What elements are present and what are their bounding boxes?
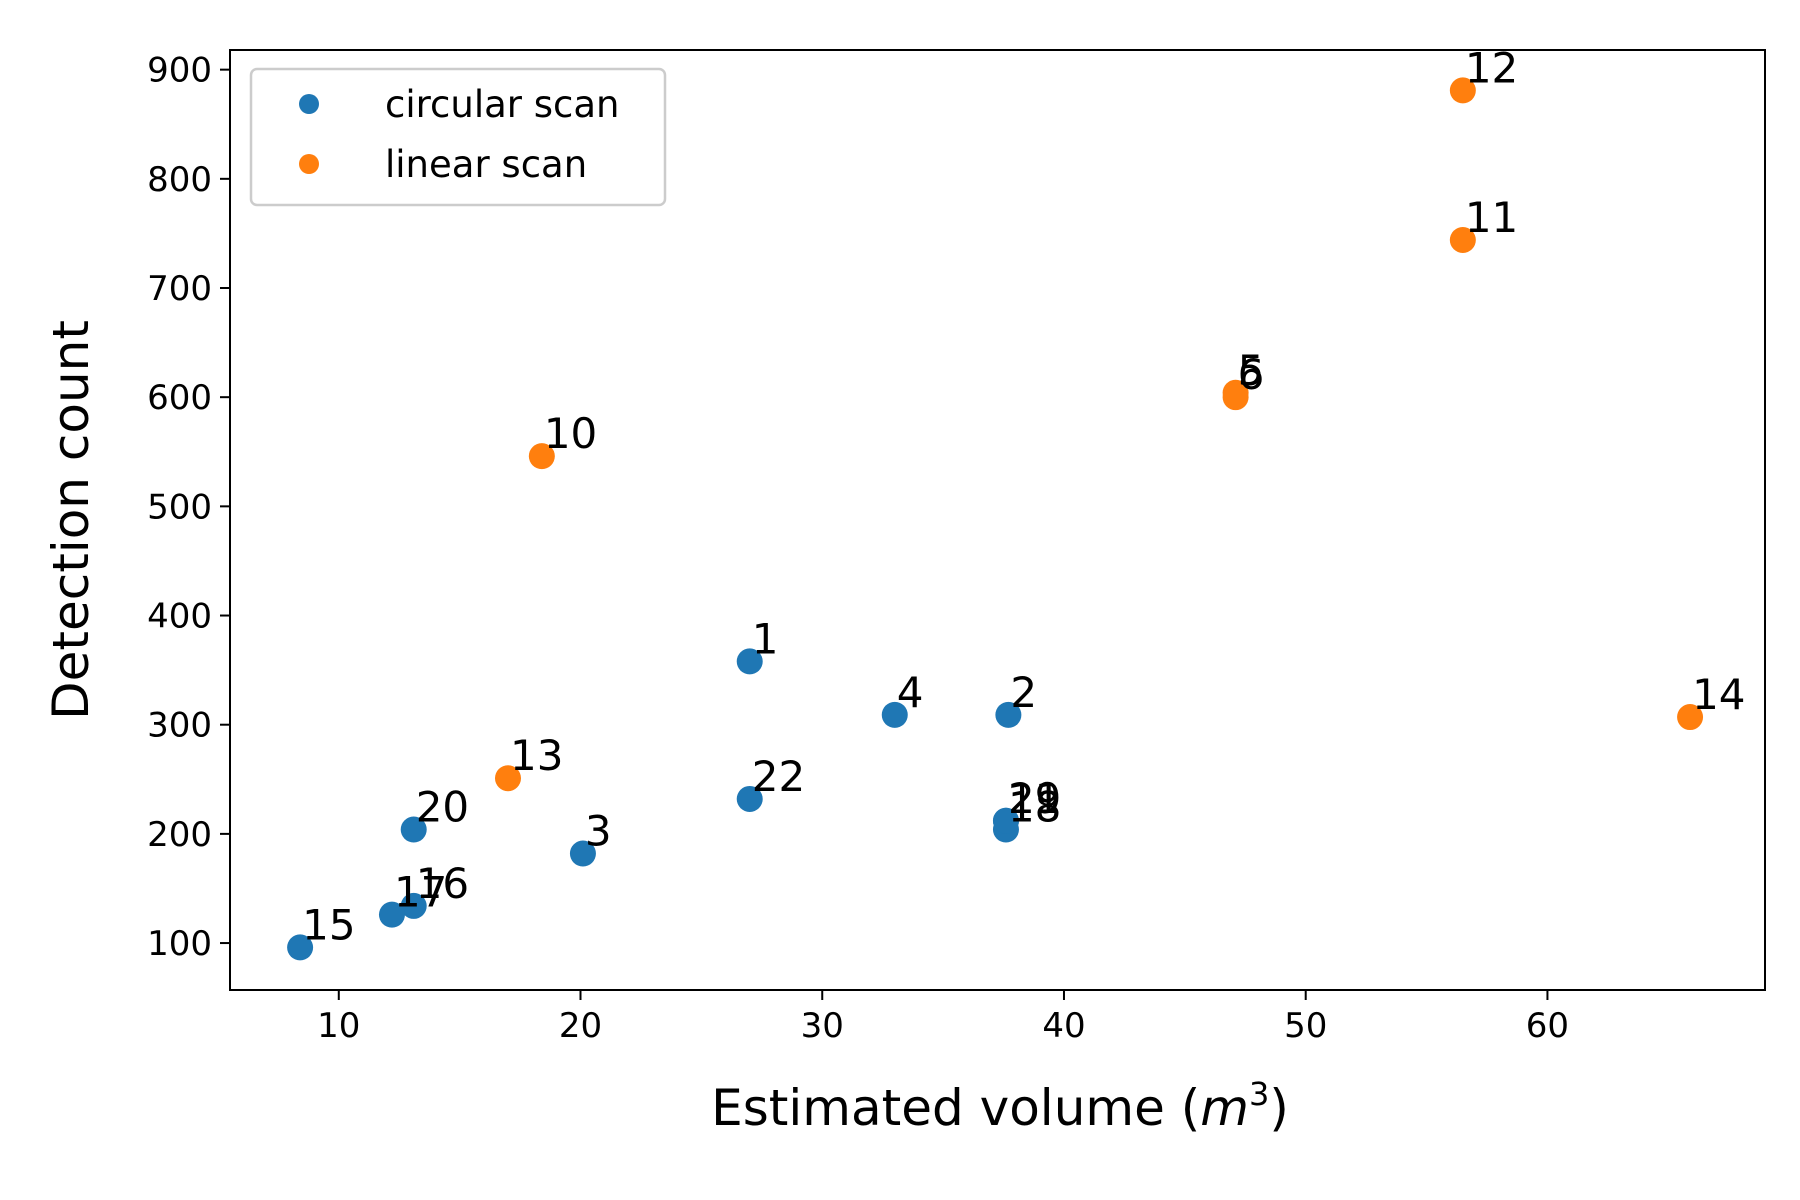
linear-scan-point: [1677, 704, 1704, 731]
linear-scan-point: [1222, 384, 1249, 411]
legend-marker-linear: [299, 154, 319, 174]
x-axis-title: Estimated volume (m3): [711, 1075, 1289, 1137]
circular-scan-point: [992, 807, 1019, 834]
circular-scan-point: [736, 785, 763, 812]
point-label: 4: [897, 668, 924, 717]
circular-scan-point: [378, 901, 405, 928]
point-label: 16: [416, 859, 469, 908]
circular-scan-point: [287, 934, 314, 961]
point-label: 10: [544, 409, 597, 458]
linear-scan-point: [494, 765, 521, 792]
point-label: 3: [585, 807, 612, 856]
y-tick-label: 500: [147, 487, 212, 527]
circular-scan-point: [881, 701, 908, 728]
point-label: 15: [302, 900, 355, 949]
y-tick-label: 200: [147, 815, 212, 855]
x-tick-label: 30: [801, 1006, 844, 1046]
linear-scan-point: [528, 443, 555, 470]
point-label: 11: [1465, 193, 1518, 242]
legend-label-linear: linear scan: [385, 143, 587, 186]
point-label: 13: [510, 731, 563, 780]
legend-marker-circular: [299, 94, 319, 114]
point-label: 1: [752, 614, 779, 663]
y-tick-label: 100: [147, 924, 212, 964]
legend: circular scan linear scan: [249, 67, 667, 207]
x-tick-label: 10: [317, 1006, 360, 1046]
x-tick-label: 50: [1284, 1006, 1327, 1046]
y-axis-title: Detection count: [42, 320, 100, 720]
point-label: 6: [1238, 350, 1265, 399]
linear-scan-point: [1449, 77, 1476, 104]
point-label: 2: [1010, 668, 1037, 717]
linear-scan-point: [1449, 226, 1476, 253]
circular-scan-point: [995, 701, 1022, 728]
point-label: 21: [1008, 774, 1061, 823]
y-tick-label: 800: [147, 160, 212, 200]
point-label: 19: [1008, 774, 1061, 823]
circular-scan-point: [400, 816, 427, 843]
point-label: 5: [1238, 346, 1265, 395]
y-tick-label: 300: [147, 706, 212, 746]
circular-scan-point: [736, 648, 763, 675]
data-points: [287, 77, 1704, 961]
circular-scan-point: [569, 840, 596, 867]
plot-frame: [229, 49, 1766, 991]
legend-label-circular: circular scan: [385, 83, 619, 126]
point-label: 12: [1465, 43, 1518, 92]
x-tick-label: 40: [1042, 1006, 1085, 1046]
point-label: 22: [752, 752, 805, 801]
point-label: 20: [416, 783, 469, 832]
point-label: 18: [1008, 783, 1061, 832]
x-tick-label: 60: [1526, 1006, 1569, 1046]
x-axis: 10 20 30 40 50 60: [317, 990, 1569, 1046]
x-tick-label: 20: [559, 1006, 602, 1046]
y-tick-label: 900: [147, 51, 212, 91]
circular-scan-point: [400, 892, 427, 919]
y-tick-label: 400: [147, 597, 212, 637]
point-label: 17: [394, 868, 447, 917]
y-axis: 100 200 300 400 500 600 700 800 900: [147, 51, 230, 964]
point-label: 14: [1692, 670, 1745, 719]
y-tick-label: 700: [147, 269, 212, 309]
legend-box: [249, 67, 667, 207]
y-tick-label: 600: [147, 378, 212, 418]
